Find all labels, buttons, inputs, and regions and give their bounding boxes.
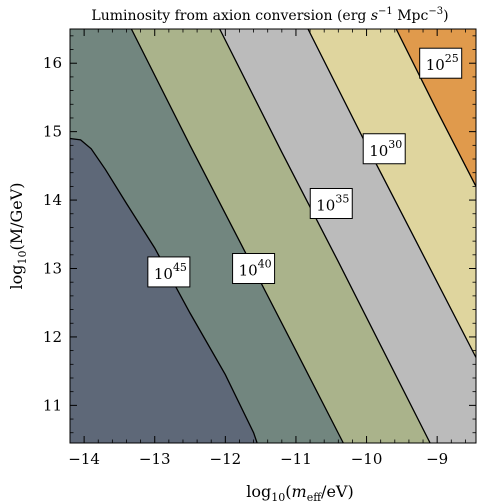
axis-ticks: −14 −13 −12 −11 −10 −9 11 12 13 14 15 16 — [43, 29, 476, 468]
title-part-1: s — [371, 8, 378, 24]
contour-label-c45: 1045 — [147, 256, 191, 288]
y-axis-label: log10(M/GeV) — [7, 182, 29, 289]
xlabel-part-0: log — [246, 482, 271, 501]
contour-label-text: 1030 — [369, 138, 402, 160]
ylabel-part-2: (M/GeV) — [7, 182, 26, 250]
title-part-4: −3 — [428, 6, 443, 17]
contour-label-c40: 1040 — [232, 253, 276, 285]
x-tick-label: −13 — [139, 450, 171, 468]
contour-line-c45 — [69, 137, 258, 444]
y-tick-label: 14 — [43, 191, 62, 209]
contour-label-text: 1025 — [426, 52, 459, 74]
x-tick-label: −9 — [426, 450, 448, 468]
contour-label-box — [309, 187, 353, 219]
svg-text:log10(meff/eV): log10(meff/eV) — [246, 482, 353, 502]
contour-label-box — [362, 133, 406, 165]
contour-regions — [70, 29, 476, 443]
contour-label-c25: 1025 — [419, 47, 463, 79]
x-tick-label: −12 — [210, 450, 242, 468]
title-part-5: ) — [443, 8, 448, 24]
contour-label-text: 1040 — [239, 258, 272, 280]
y-tick-label: 15 — [43, 123, 62, 141]
contour-label-exponent: 25 — [445, 52, 459, 65]
contour-line-c40 — [130, 28, 344, 444]
region-r30 — [219, 29, 476, 443]
region-r35 — [131, 29, 431, 443]
xlabel-part-5: /eV) — [321, 482, 354, 501]
xlabel-part-4: eff — [307, 491, 323, 502]
contour-label-box — [147, 256, 191, 288]
ylabel-part-1: 10 — [16, 251, 29, 265]
plot-frame — [69, 28, 477, 444]
contour-label-text: 1045 — [154, 261, 187, 283]
xlabel-part-2: ( — [285, 482, 291, 501]
x-tick-label: −11 — [280, 450, 312, 468]
contour-label-box — [232, 253, 276, 285]
region-r40 — [70, 29, 344, 443]
title-part-2: −1 — [378, 6, 393, 17]
xlabel-part-3: m — [292, 482, 307, 501]
svg-text:Luminosity from axion conversi: Luminosity from axion conversion (erg s−… — [91, 6, 448, 24]
ylabel-part-0: log — [7, 265, 26, 290]
contour-label-base: 10 — [426, 56, 445, 74]
xlabel-part-1: 10 — [271, 491, 285, 502]
x-tick-label: −10 — [351, 450, 383, 468]
y-tick-label: 12 — [43, 328, 62, 346]
contour-label-base: 10 — [239, 262, 258, 280]
y-tick-label: 16 — [43, 54, 62, 72]
title-part-0: Luminosity from axion conversion (erg — [91, 8, 370, 24]
contour-label-base: 10 — [369, 142, 388, 160]
contour-line-c30 — [307, 28, 477, 358]
x-tick-label: −14 — [68, 450, 100, 468]
contour-label-exponent: 45 — [173, 261, 187, 274]
contour-label-base: 10 — [316, 196, 335, 214]
chart-title: Luminosity from axion conversion (erg s−… — [91, 6, 448, 24]
contour-label-box — [419, 47, 463, 79]
y-tick-label: 13 — [43, 260, 62, 278]
title-part-3: Mpc — [393, 8, 429, 24]
svg-text:log10(M/GeV): log10(M/GeV) — [7, 182, 29, 289]
contour-label-c30: 1030 — [362, 133, 406, 165]
contour-label-exponent: 40 — [258, 258, 272, 271]
contour-line-c25 — [395, 28, 477, 187]
y-tick-label: 11 — [43, 396, 62, 414]
region-r45 — [70, 138, 258, 443]
contour-label-text: 1035 — [316, 192, 349, 214]
x-axis-label: log10(meff/eV) — [246, 482, 353, 502]
contour-label-exponent: 30 — [388, 138, 402, 151]
contour-label-exponent: 35 — [335, 192, 349, 205]
contour-label-c35: 1035 — [309, 187, 353, 219]
contour-label-base: 10 — [154, 265, 173, 283]
